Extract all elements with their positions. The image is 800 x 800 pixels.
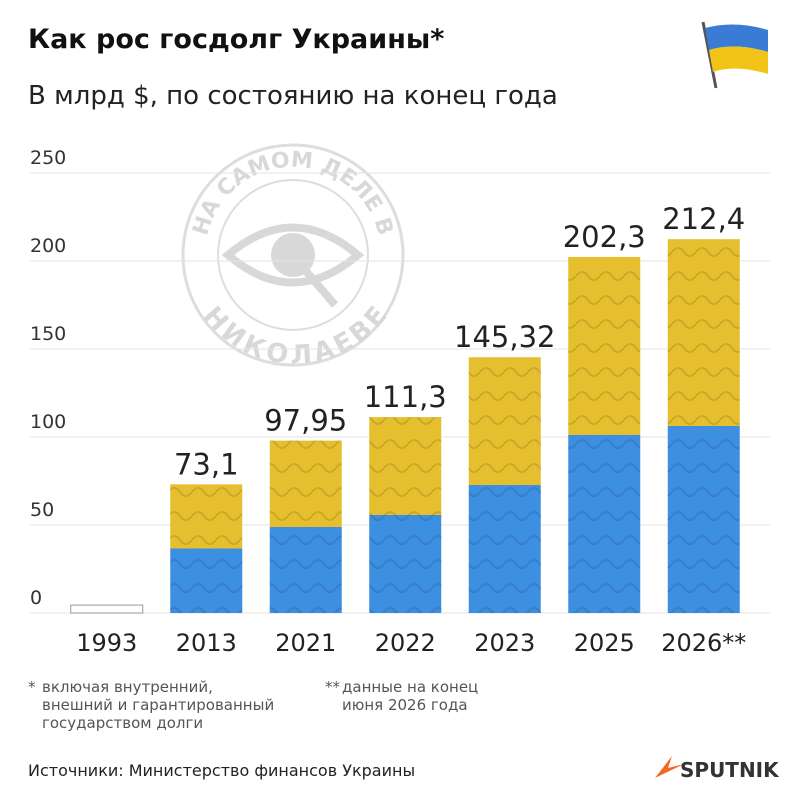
value-label: 212,4	[662, 202, 745, 236]
footnote-line: данные на конец	[342, 678, 478, 696]
logo-text: SPUTNIK	[680, 758, 780, 782]
y-tick-label: 150	[30, 323, 66, 345]
value-label: 145,32	[454, 320, 555, 354]
bar-texture	[667, 239, 740, 613]
value-label: 202,3	[563, 220, 646, 254]
y-tick-label: 200	[30, 235, 66, 257]
bar-texture	[369, 417, 442, 613]
value-label: 111,3	[364, 380, 447, 414]
watermark-bottom: НИКОЛАЕВЕ	[197, 301, 393, 371]
y-tick-label: 250	[30, 147, 66, 169]
watermark-text: НИКОЛАЕВЕ	[197, 301, 393, 371]
x-tick-label: 1993	[76, 629, 137, 657]
bar	[70, 604, 144, 614]
plot: 0 50 100 150 200 250 1993 2013 73,1 2021 97,95 2022…	[30, 147, 770, 657]
footnote-line: государством долги	[42, 714, 203, 732]
x-tick-label: 2013	[176, 629, 237, 657]
footnote-line: внешний и гарантированный	[42, 696, 274, 714]
flag	[701, 21, 768, 89]
x-tick-label: 2021	[275, 629, 336, 657]
bar-texture	[468, 357, 541, 613]
watermark: НА САМОМ ДЕЛЕ В НИКОЛАЕВЕ	[181, 143, 405, 371]
y-tick-label: 0	[30, 587, 42, 609]
chart-title: Как рос госдолг Украины*	[28, 24, 444, 55]
source: Источники: Министерство финансов Украины	[28, 761, 415, 780]
y-tick-label: 100	[30, 411, 66, 433]
x-tick-label: 2025	[574, 629, 635, 657]
footnote-mark: **	[325, 678, 341, 696]
footnote-line: июня 2026 года	[342, 696, 468, 714]
logo: SPUTNIK	[655, 756, 780, 782]
value-label: 97,95	[264, 404, 347, 438]
x-tick-label: 2022	[375, 629, 436, 657]
bar-texture	[568, 256, 641, 613]
footnotes: * включая внутренний,внешний и гарантиров…	[28, 678, 478, 732]
y-tick-label: 50	[30, 499, 54, 521]
bar-texture	[269, 440, 342, 613]
x-tick-label: 2023	[474, 629, 535, 657]
x-tick-label: 2026**	[661, 629, 746, 657]
footnote-line: включая внутренний,	[42, 678, 213, 696]
bar-texture	[170, 484, 243, 613]
chart-subtitle: В млрд $, по состоянию на конец года	[28, 81, 558, 111]
footnote-mark: *	[28, 678, 36, 696]
value-label: 73,1	[174, 447, 239, 481]
